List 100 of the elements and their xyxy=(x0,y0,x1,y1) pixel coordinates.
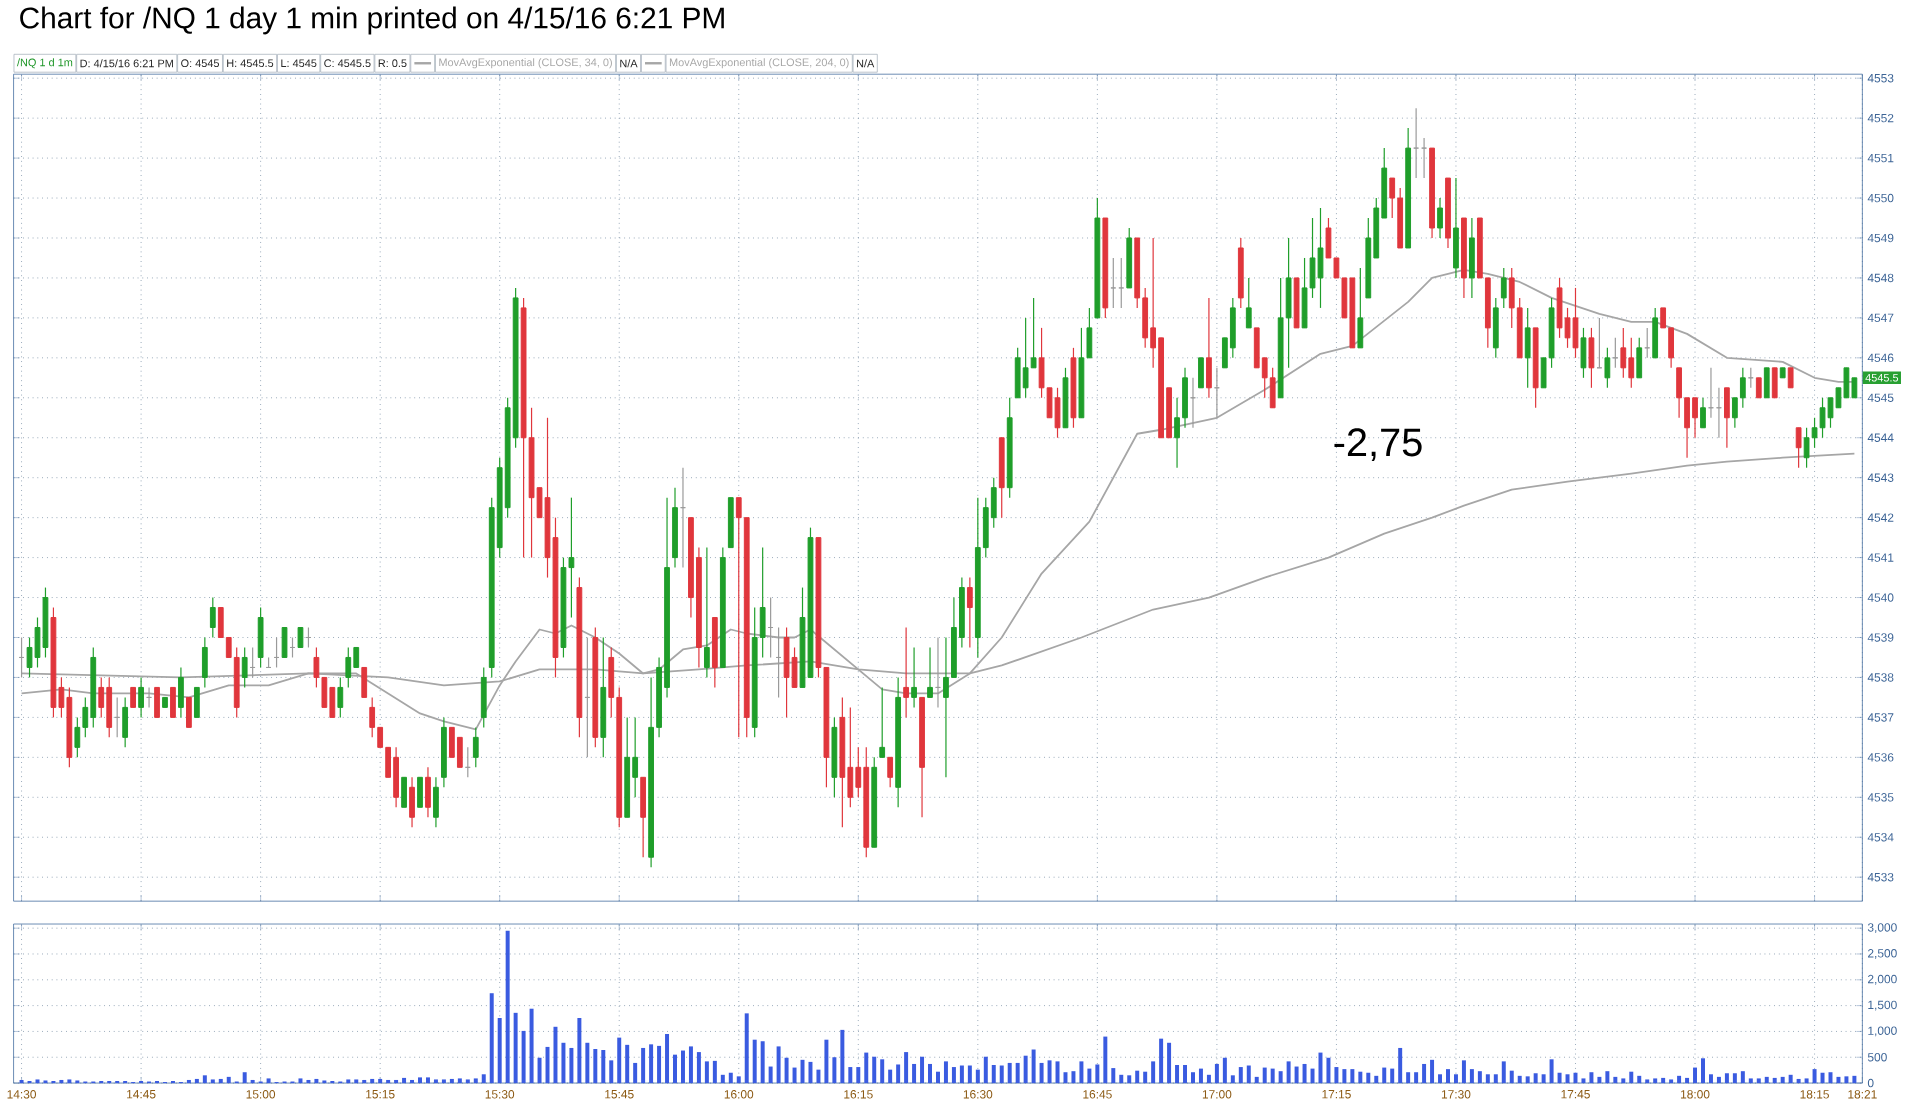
bar xyxy=(1055,1061,1060,1083)
bar xyxy=(728,1072,733,1083)
bar xyxy=(1151,1061,1156,1083)
bar xyxy=(1350,1069,1355,1083)
bar xyxy=(1238,1066,1243,1083)
y-tick-label: 4538 xyxy=(1867,673,1894,682)
bar xyxy=(912,1063,917,1083)
legend-label: MovAvgExponential (CLOSE, 204, 0) xyxy=(669,58,849,69)
candlestick xyxy=(1437,197,1443,239)
y-tick-label: 4536 xyxy=(1867,753,1894,762)
bar xyxy=(840,1029,845,1083)
x-tick-label: 14:45 xyxy=(127,1090,156,1099)
bar xyxy=(864,1052,869,1083)
bar xyxy=(609,1060,614,1083)
bar xyxy=(1557,1072,1562,1083)
bar xyxy=(1294,1066,1299,1083)
bar xyxy=(186,1079,191,1083)
candlestick xyxy=(1620,327,1627,379)
bar xyxy=(1071,1071,1076,1083)
bar xyxy=(1517,1075,1522,1083)
candlestick xyxy=(58,676,65,718)
text: L: 4545 xyxy=(281,59,317,67)
y-tick-label: 4545 xyxy=(1867,393,1894,402)
candlestick xyxy=(568,496,575,619)
x-tick-label: 15:30 xyxy=(485,1090,515,1099)
x-tick-label: 18:00 xyxy=(1681,1090,1710,1099)
bar xyxy=(704,1061,709,1083)
bar xyxy=(601,1049,606,1083)
bar xyxy=(1382,1067,1387,1083)
bar xyxy=(1764,1076,1769,1083)
bar xyxy=(752,1039,757,1083)
bar xyxy=(67,1079,72,1083)
candlestick xyxy=(1851,377,1858,399)
bar xyxy=(354,1079,359,1083)
candlestick xyxy=(1787,367,1794,389)
y-tick-label: 4540 xyxy=(1867,593,1894,602)
candlestick xyxy=(377,726,384,748)
bar xyxy=(625,1044,630,1083)
bar xyxy=(242,1072,247,1083)
text: H: 4545.5 xyxy=(227,59,274,67)
bar xyxy=(816,1069,821,1083)
bar xyxy=(1015,1062,1020,1083)
bar xyxy=(1310,1068,1315,1083)
bar xyxy=(1222,1057,1227,1083)
candlestick xyxy=(345,646,352,688)
bar xyxy=(1167,1042,1172,1083)
candlestick xyxy=(1030,297,1037,369)
bar xyxy=(266,1078,271,1083)
bar xyxy=(1597,1076,1602,1083)
bar xyxy=(896,1064,901,1083)
bar xyxy=(1804,1078,1809,1083)
bar xyxy=(410,1079,415,1083)
bar xyxy=(1406,1072,1411,1083)
bar xyxy=(617,1037,622,1083)
bar xyxy=(1525,1076,1530,1083)
bar xyxy=(1509,1070,1514,1083)
candlestick xyxy=(879,686,886,758)
bar xyxy=(1637,1075,1642,1083)
candlestick xyxy=(369,696,376,738)
bar xyxy=(1254,1076,1259,1083)
bar xyxy=(43,1080,48,1083)
bar xyxy=(935,1071,940,1083)
bar xyxy=(1414,1072,1419,1083)
candlestick xyxy=(313,646,320,688)
bar xyxy=(473,1078,478,1083)
candlestick xyxy=(1245,277,1252,329)
bar xyxy=(1079,1061,1084,1083)
bar xyxy=(19,1079,24,1083)
candlestick xyxy=(138,676,144,718)
bar xyxy=(1358,1071,1363,1083)
bar xyxy=(362,1079,367,1083)
bar xyxy=(1190,1072,1195,1083)
bar xyxy=(1047,1060,1052,1083)
bar xyxy=(1390,1068,1395,1083)
y-tick-label: 4548 xyxy=(1867,273,1894,283)
bar xyxy=(696,1052,701,1083)
candlestick xyxy=(209,596,216,639)
bar xyxy=(425,1077,430,1083)
bar xyxy=(1589,1072,1594,1083)
bar xyxy=(1485,1074,1490,1083)
bar xyxy=(1366,1072,1371,1083)
bar xyxy=(226,1076,231,1083)
bar xyxy=(561,1042,566,1083)
bar xyxy=(386,1079,391,1083)
x-tick-label: 18:21 xyxy=(1848,1090,1877,1099)
y-tick-label: 1,000 xyxy=(1868,1026,1897,1037)
bar xyxy=(1398,1047,1403,1083)
text: C: 4545.5 xyxy=(324,59,371,68)
bar xyxy=(1836,1076,1841,1083)
candlestick xyxy=(1700,397,1706,429)
candlestick xyxy=(1150,237,1157,369)
candlestick xyxy=(1660,307,1667,329)
bar xyxy=(1198,1068,1203,1083)
bar xyxy=(433,1079,438,1083)
y-tick-label: 4546 xyxy=(1867,353,1894,362)
bar xyxy=(194,1078,199,1083)
y-tick-label: 4535 xyxy=(1867,793,1894,802)
bar xyxy=(1724,1073,1729,1083)
bar xyxy=(800,1059,805,1083)
bar xyxy=(983,1056,988,1083)
